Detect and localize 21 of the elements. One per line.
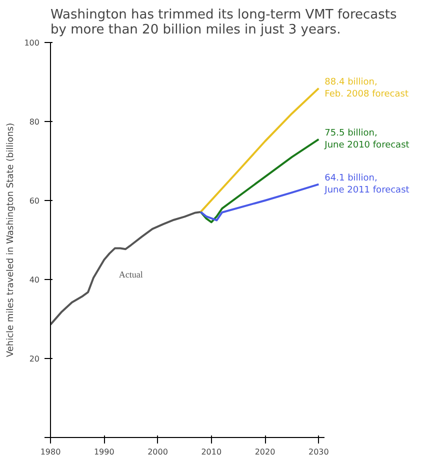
y-axis-title: Vehicle miles traveled in Washington State (billions) (6, 122, 16, 358)
series-label: 75.5 billion, June 2010 forecast (324, 128, 410, 150)
line-series (200, 138, 320, 224)
line-series (50, 210, 202, 326)
series-label: 88.4 billion, Feb. 2008 forecast (324, 77, 409, 100)
y-tick-label: 60 (29, 196, 40, 206)
y-tick-label: 100 (24, 38, 40, 48)
chart-title: Washington has trimmed its long-term VMT forecasts by more than 20 billion miles in just 3 years. (50, 8, 398, 38)
x-tick-label: 2020 (254, 448, 276, 456)
x-tick-label: 2030 (308, 448, 329, 456)
y-tick-label: 80 (29, 118, 40, 126)
line-series (200, 87, 320, 213)
x-tick-label: 1980 (40, 448, 61, 456)
x-tick-label: 1990 (94, 448, 114, 456)
annotation: Actual (118, 270, 144, 280)
y-tick-label: 20 (29, 354, 40, 364)
y-tick-label: 40 (29, 276, 40, 284)
x-tick-label: 2000 (148, 448, 168, 456)
x-tick-label: 2010 (201, 448, 222, 456)
line-series (200, 183, 320, 222)
series-label: 64.1 billion, June 2011 forecast (324, 173, 410, 196)
